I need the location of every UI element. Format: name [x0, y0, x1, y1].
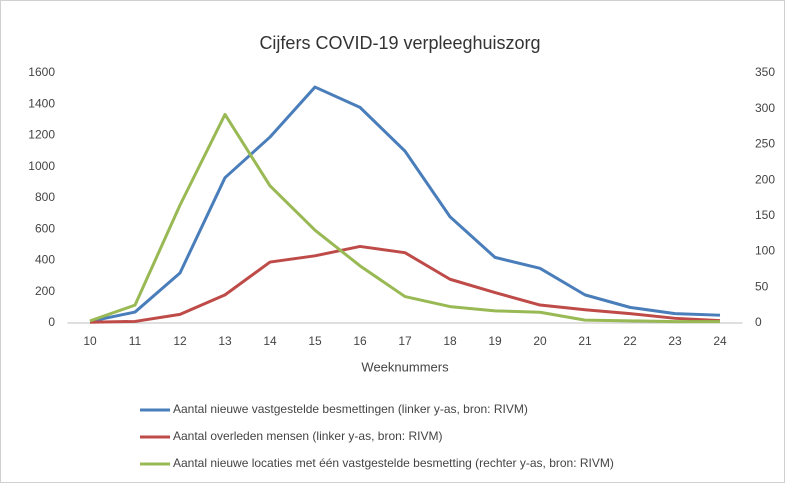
y-tick-label: 1200 — [28, 128, 55, 142]
y-tick-label: 1000 — [28, 159, 55, 173]
y2-tick-label: 300 — [755, 101, 775, 115]
x-tick-label: 22 — [623, 334, 637, 348]
legend-label: Aantal nieuwe vastgestelde besmettingen … — [173, 402, 528, 416]
y2-tick-label: 250 — [755, 137, 775, 151]
series-line — [89, 85, 721, 323]
y2-tick-label: 0 — [755, 315, 762, 329]
y-tick-label: 600 — [35, 221, 55, 235]
x-axis-title: Weeknummers — [361, 359, 449, 374]
y2-tick-label: 50 — [755, 279, 769, 293]
y2-tick-label: 350 — [755, 65, 775, 79]
x-tick-label: 11 — [129, 334, 142, 348]
y-tick-label: 200 — [35, 284, 55, 298]
series-line — [89, 244, 721, 324]
legend-label: Aantal nieuwe locaties met één vastgeste… — [173, 456, 614, 470]
x-tick-label: 12 — [173, 334, 187, 348]
x-tick-label: 13 — [218, 334, 232, 348]
y-tick-label: 800 — [35, 190, 55, 204]
y-tick-label: 1600 — [28, 65, 55, 79]
x-tick-label: 15 — [308, 334, 322, 348]
series-line — [89, 112, 720, 324]
y-tick-label: 0 — [48, 315, 55, 329]
x-tick-label: 20 — [533, 334, 547, 348]
x-tick-label: 10 — [83, 334, 97, 348]
x-tick-label: 24 — [713, 334, 727, 348]
x-tick-label: 23 — [668, 334, 682, 348]
y2-tick-label: 200 — [755, 172, 775, 186]
y2-tick-label: 150 — [755, 208, 775, 222]
x-tick-label: 18 — [443, 334, 457, 348]
x-tick-label: 16 — [353, 334, 367, 348]
x-tick-label: 21 — [578, 334, 592, 348]
chart-title: Cijfers COVID-19 verpleeghuiszorg — [259, 33, 540, 53]
y-tick-label: 1400 — [28, 96, 55, 110]
legend-label: Aantal overleden mensen (linker y-as, br… — [173, 429, 442, 443]
x-tick-label: 14 — [263, 334, 277, 348]
y-tick-label: 400 — [35, 253, 55, 267]
x-tick-label: 19 — [488, 334, 502, 348]
x-tick-label: 17 — [398, 334, 412, 348]
y2-tick-label: 100 — [755, 244, 775, 258]
